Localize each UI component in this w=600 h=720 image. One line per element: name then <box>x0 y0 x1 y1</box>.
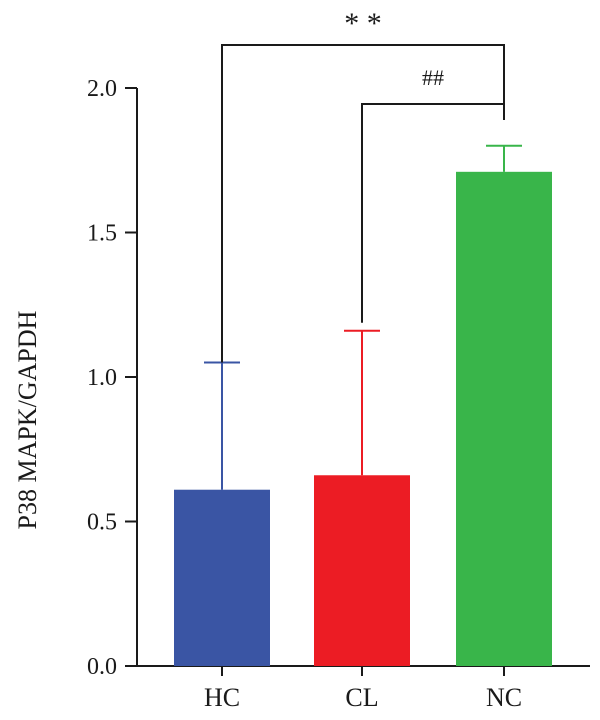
y-tick-label: 2.0 <box>87 76 117 102</box>
bar-cl <box>314 475 410 666</box>
significance-label: ## <box>422 65 444 90</box>
y-tick-label: 0.0 <box>87 654 117 680</box>
x-tick-label-cl: CL <box>345 683 378 712</box>
y-axis-title: P38 MAPK/GAPDH <box>13 310 42 529</box>
significance-label: * * <box>344 7 382 40</box>
bars <box>174 171 552 666</box>
significance-bracket <box>361 103 505 323</box>
significance-bracket <box>221 44 505 363</box>
x-tick-labels: HC CL NC <box>204 666 522 712</box>
significance-brackets: * * ## <box>221 7 505 363</box>
y-ticks: 0.0 0.5 1.0 1.5 2.0 <box>87 76 137 680</box>
bar-hc <box>174 489 270 666</box>
y-tick-label: 0.5 <box>87 510 117 536</box>
y-tick-label: 1.5 <box>87 221 117 247</box>
x-tick-label-hc: HC <box>204 683 240 712</box>
x-tick-label-nc: NC <box>486 683 522 712</box>
bar-nc <box>456 171 552 666</box>
y-tick-label: 1.0 <box>87 365 117 391</box>
